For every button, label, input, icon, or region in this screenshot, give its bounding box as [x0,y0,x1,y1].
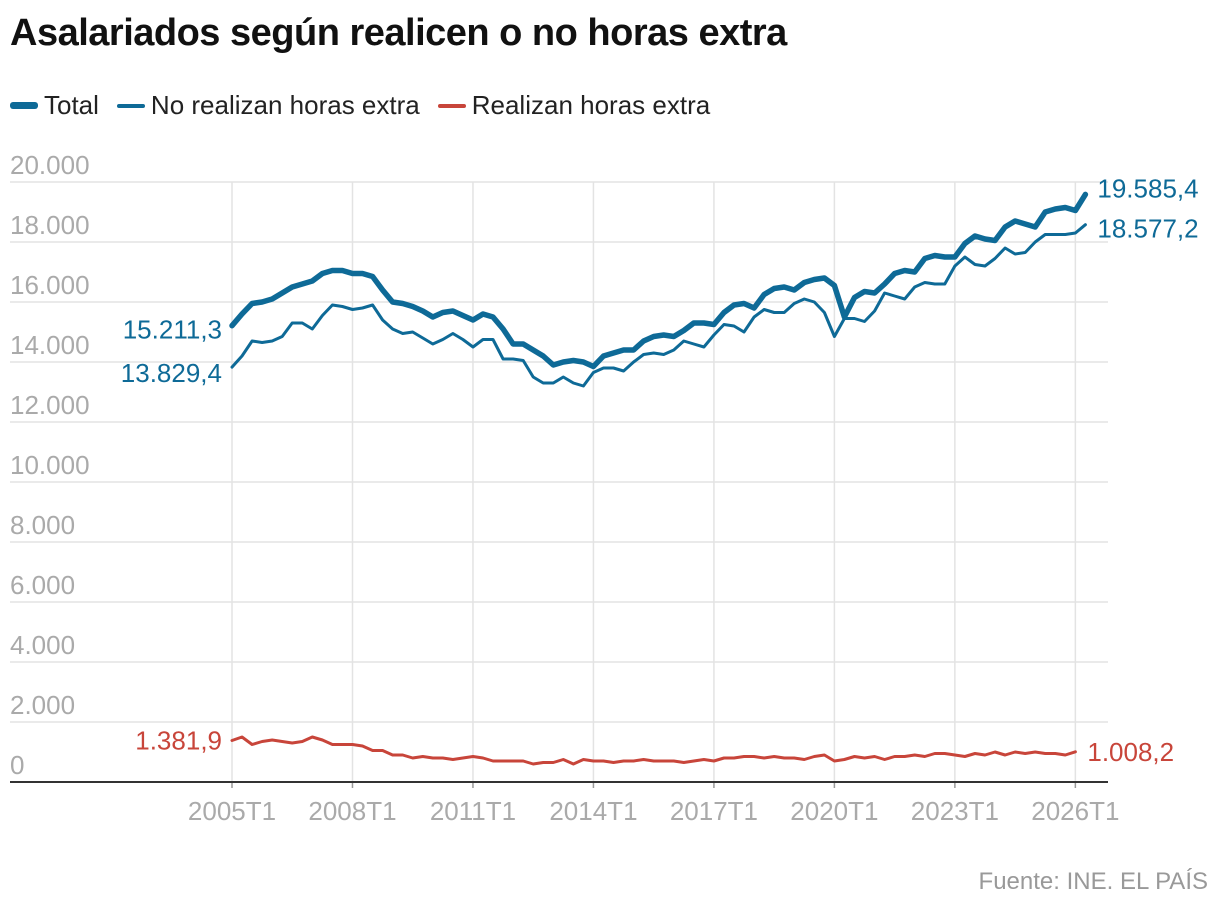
x-tick-label: 2017T1 [670,796,758,826]
legend-item-total: Total [10,90,99,121]
y-tick-label: 6.000 [10,570,75,600]
y-tick-label: 12.000 [10,390,90,420]
x-tick-label: 2008T1 [308,796,396,826]
series-end-label-extra: 1.008,2 [1087,737,1174,767]
x-tick-label: 2005T1 [188,796,276,826]
legend-swatch-extra [437,103,466,108]
series-start-label-no-extra: 13.829,4 [121,358,222,388]
series-start-label-total: 15.211,3 [123,315,222,345]
y-tick-label: 16.000 [10,270,90,300]
y-tick-label: 14.000 [10,330,90,360]
series-line-extra [230,735,1077,766]
y-tick-label: 0 [10,750,24,780]
legend: Total No realizan horas extra Realizan h… [10,90,728,121]
y-tick-label: 8.000 [10,510,75,540]
legend-swatch-total [10,102,38,109]
legend-label-no-extra: No realizan horas extra [150,90,420,120]
y-tick-label: 18.000 [10,210,90,240]
y-tick-label: 10.000 [10,450,90,480]
legend-item-extra: Realizan horas extra [437,90,711,121]
x-tick-label: 2023T1 [911,796,999,826]
legend-item-no-extra: No realizan horas extra [116,90,420,121]
x-tick-label: 2026T1 [1031,796,1119,826]
series-end-label-total: 19.585,4 [1097,173,1198,203]
chart-title: Asalariados según realicen o no horas ex… [10,12,787,54]
y-tick-label: 20.000 [10,150,90,180]
legend-label-total: Total [44,90,99,120]
x-tick-label: 2020T1 [790,796,878,826]
x-tick-label: 2011T1 [430,796,516,826]
y-tick-label: 2.000 [10,690,75,720]
series-end-label-no-extra: 18.577,2 [1097,214,1198,244]
legend-label-extra: Realizan horas extra [471,90,711,120]
x-tick-label: 2014T1 [549,796,637,826]
series-start-label-extra: 1.381,9 [135,726,222,756]
source-note: Fuente: INE. EL PAÍS [978,868,1208,895]
series-line-total [229,191,1089,370]
legend-swatch-no-extra [116,103,145,108]
series-line-no-extra [230,223,1087,388]
y-tick-label: 4.000 [10,630,75,660]
